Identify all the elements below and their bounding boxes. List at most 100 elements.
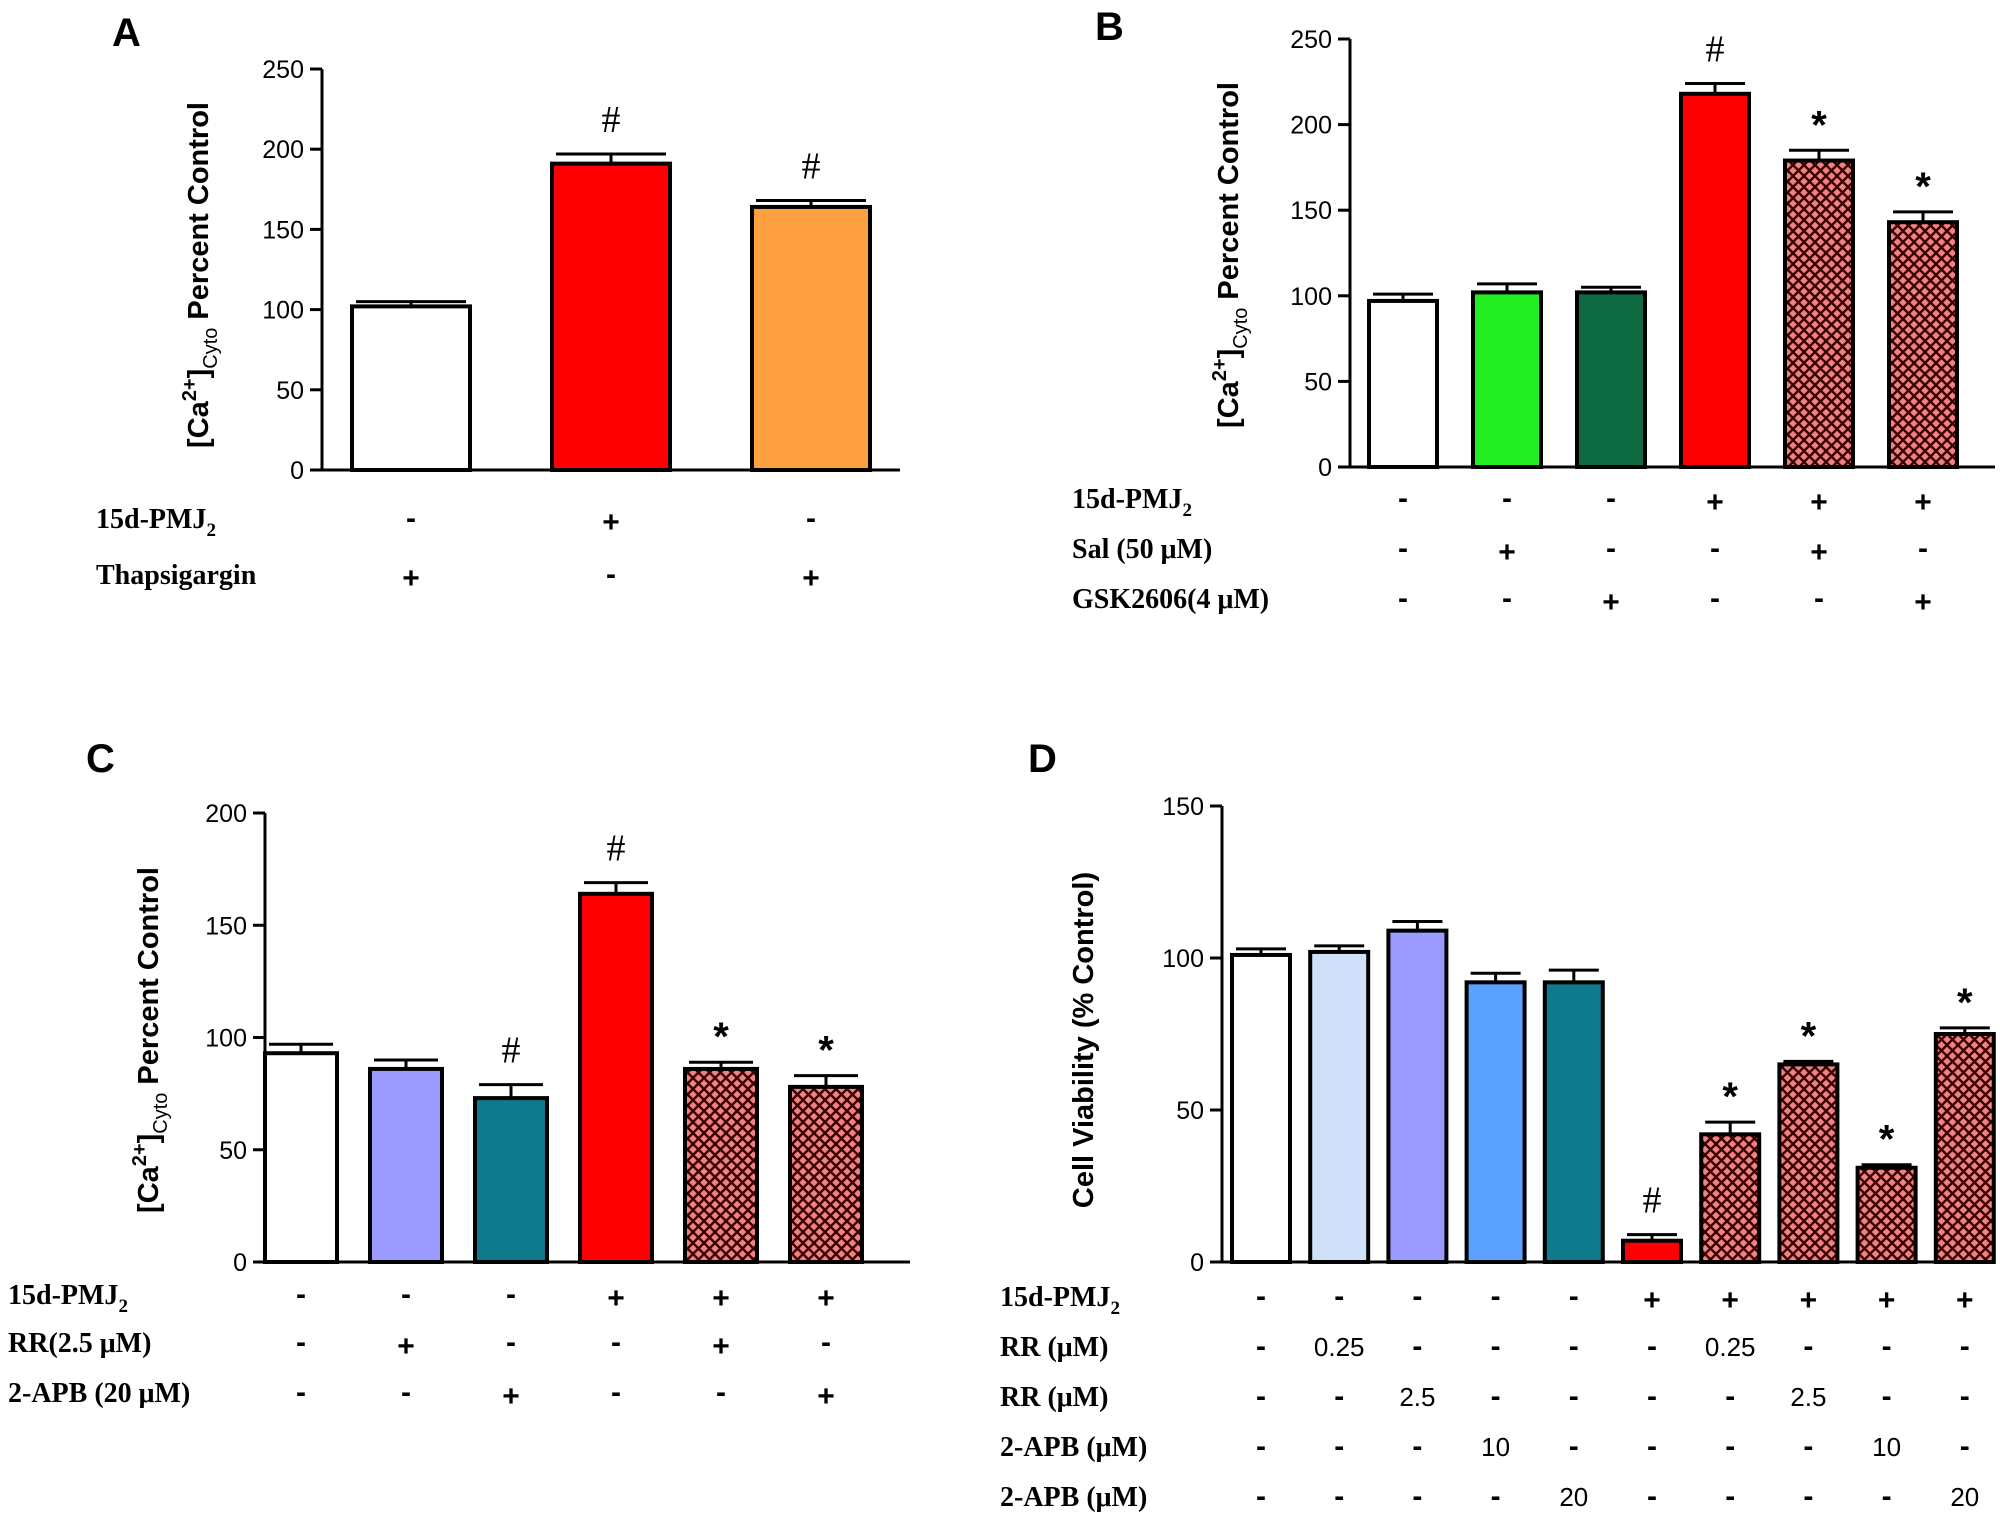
treatment-cell: - [1882, 1380, 1892, 1413]
treatment-cell: - [1502, 582, 1512, 615]
significance-marker: # [502, 1030, 521, 1072]
treatment-cell: 20 [1559, 1482, 1588, 1512]
y-tick-label: 150 [262, 216, 304, 244]
treatment-label: 15d-PMJ2 [96, 504, 216, 541]
treatment-cell: - [1814, 582, 1824, 615]
treatment-cell: - [1398, 582, 1408, 615]
treatment-cell: - [1725, 1480, 1735, 1513]
bar [578, 891, 654, 1264]
y-tick-label: 100 [205, 1025, 247, 1053]
treatment-cell: - [1725, 1430, 1735, 1463]
treatment-cell: - [1502, 482, 1512, 515]
treatment-cell: - [1334, 1430, 1344, 1463]
treatment-cell: - [611, 1326, 621, 1359]
y-tick-label: 150 [205, 912, 247, 940]
treatment-cell: - [1569, 1430, 1579, 1463]
treatment-label: 15d-PMJ2 [1000, 1282, 1120, 1319]
treatment-cell: - [506, 1278, 516, 1311]
panel-label: D [1028, 737, 1057, 781]
bar [473, 1096, 549, 1264]
bar [788, 1084, 864, 1265]
treatment-cell: + [607, 1282, 625, 1315]
treatment-cell: + [1914, 486, 1932, 519]
treatment-cell: + [602, 506, 620, 539]
y-axis-label: [Ca2+]Cyto Percent Control [1209, 82, 1252, 428]
treatment-cell: - [1334, 1280, 1344, 1313]
treatment-cell: - [1960, 1430, 1970, 1463]
treatment-cell: - [1569, 1330, 1579, 1363]
treatment-cell: - [1882, 1480, 1892, 1513]
treatment-cell: - [296, 1376, 306, 1409]
treatment-cell: + [712, 1282, 730, 1315]
treatment-cell: - [1412, 1480, 1422, 1513]
treatment-cell: - [1491, 1330, 1501, 1363]
treatment-cell: + [712, 1330, 730, 1363]
significance-marker: * [1957, 981, 1973, 1025]
bar [750, 204, 872, 472]
treatment-cell: - [296, 1278, 306, 1311]
panel-a: A 0 50 100 150 200 250 [Ca2+]Cyto Percent Contr… [96, 11, 900, 595]
treatment-cell: - [296, 1326, 306, 1359]
y-tick-label: 50 [1176, 1097, 1204, 1125]
treatment-cell: - [1606, 532, 1616, 565]
bar [1783, 158, 1855, 469]
y-tick-label: 50 [276, 377, 304, 405]
panel-c: C 0 50 100 150 200 [Ca2+]Cyto Percent Control #… [8, 737, 910, 1413]
bar [1464, 980, 1527, 1264]
treatment-label: Sal (50 μM) [1072, 534, 1212, 565]
treatment-cell: - [1803, 1330, 1813, 1363]
y-tick-label: 0 [1190, 1249, 1204, 1277]
treatment-cell: - [1647, 1430, 1657, 1463]
treatment-cell: - [716, 1376, 726, 1409]
bar [1621, 1238, 1683, 1264]
bar [1855, 1165, 1918, 1265]
panel-label: C [86, 737, 115, 781]
panel-label: A [112, 11, 141, 55]
y-tick-label: 150 [1290, 197, 1332, 225]
treatment-cell: - [1569, 1280, 1579, 1313]
treatment-cell: - [1256, 1280, 1266, 1313]
treatment-cell: - [1334, 1480, 1344, 1513]
treatment-cell: - [1398, 532, 1408, 565]
treatment-cell: - [1491, 1380, 1501, 1413]
y-tick-label: 150 [1162, 793, 1204, 821]
panel-d: D 0 50 100 150 Cell Viability (% Control) # * * *… [1000, 737, 1996, 1513]
treatment-cell: - [1398, 482, 1408, 515]
y-tick-label: 200 [205, 800, 247, 828]
treatment-label: 2-APB (μM) [1000, 1482, 1147, 1513]
treatment-cell: - [1569, 1380, 1579, 1413]
y-tick-label: 100 [1290, 283, 1332, 311]
significance-marker: * [818, 1029, 834, 1073]
treatment-cell: - [1918, 532, 1928, 565]
significance-marker: # [802, 146, 821, 188]
bar [1887, 220, 1959, 469]
bar [1367, 298, 1439, 469]
significance-marker: * [1811, 103, 1827, 147]
treatment-label: RR (μM) [1000, 1332, 1108, 1363]
treatment-cell: 2.5 [1790, 1382, 1826, 1412]
treatment-cell: + [1721, 1284, 1739, 1317]
treatment-cell: - [1491, 1480, 1501, 1513]
treatment-cell: + [1956, 1284, 1974, 1317]
y-tick-label: 250 [262, 56, 304, 84]
significance-marker: * [1722, 1075, 1738, 1119]
bar [1699, 1132, 1762, 1264]
panel-b: B 0 50 100 150 200 250 [Ca2+]Cyto Percent Contr… [1072, 5, 1995, 619]
bar [368, 1066, 444, 1265]
bar [1542, 980, 1605, 1264]
panel-label: B [1095, 5, 1124, 49]
treatment-cell: + [1643, 1284, 1661, 1317]
treatment-cell: + [1810, 536, 1828, 569]
bar [1308, 949, 1371, 1264]
significance-marker: * [713, 1015, 729, 1059]
treatment-cell: - [1882, 1330, 1892, 1363]
treatment-cell: + [1706, 486, 1724, 519]
treatment-cell: 10 [1872, 1432, 1901, 1462]
treatment-cell: + [1800, 1284, 1818, 1317]
treatment-cell: 2.5 [1399, 1382, 1435, 1412]
treatment-cell: - [1256, 1380, 1266, 1413]
treatment-cell: - [1647, 1330, 1657, 1363]
significance-marker: * [1879, 1118, 1895, 1162]
treatment-cell: - [506, 1326, 516, 1359]
